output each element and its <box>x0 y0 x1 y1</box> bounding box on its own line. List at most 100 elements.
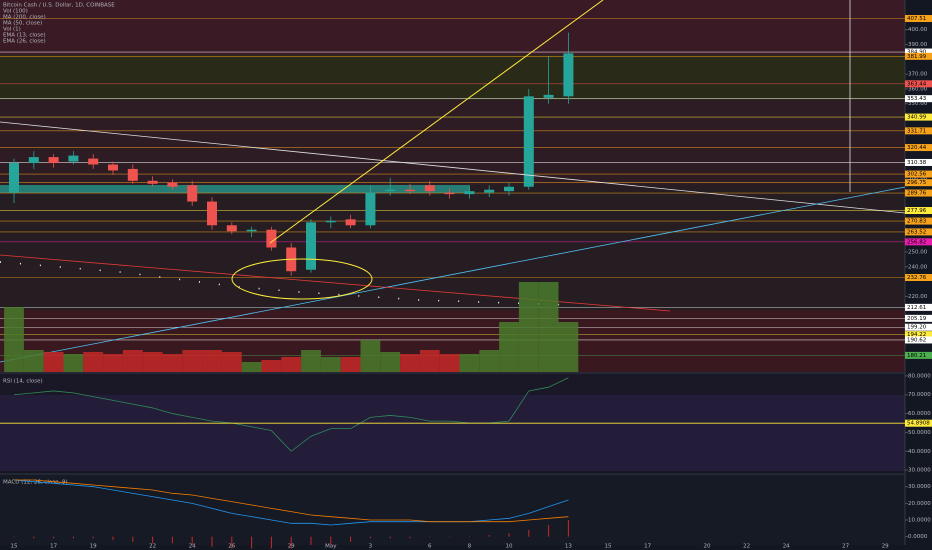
candle-body <box>88 158 99 165</box>
macd-histogram <box>132 536 134 542</box>
volume-bar <box>419 350 440 372</box>
price-tag-label: 190.62 <box>907 337 926 343</box>
y-tick-label: 240.00 <box>908 264 928 270</box>
y-tick-label: 80.0000 <box>908 373 931 379</box>
volume-bar <box>281 357 302 372</box>
volume-bar <box>103 354 123 372</box>
price-tag <box>905 179 932 187</box>
y-tick-label: 60.0000 <box>908 411 931 417</box>
chart-title: Bitcoin Cash / U.S. Dollar, 1D, COINBASE <box>3 3 115 9</box>
candle-body <box>484 189 495 193</box>
macd-histogram <box>389 536 391 539</box>
candle-body <box>48 157 59 164</box>
price-tag <box>905 303 932 311</box>
y-tick-label: 370.00 <box>908 72 928 78</box>
macd-histogram <box>548 525 550 537</box>
price-tag-label: 381.99 <box>907 54 927 60</box>
volume-bar <box>380 352 401 372</box>
ma-dots <box>0 261 571 306</box>
price-tag <box>905 274 932 282</box>
candle-body <box>405 189 415 192</box>
macd-histogram <box>488 535 490 537</box>
price-tag-label: 199.20 <box>907 325 927 331</box>
price-tag <box>905 238 932 246</box>
volume-bar <box>4 307 24 372</box>
macd-histogram <box>191 536 193 545</box>
candle-body <box>424 185 435 192</box>
volume-bar <box>202 350 222 372</box>
x-tick-label: 24 <box>189 544 196 550</box>
price-tag <box>905 189 932 197</box>
volume-bar <box>538 282 559 372</box>
legend: Vol (1) <box>3 27 21 33</box>
price-tag <box>905 95 932 103</box>
volume-bar <box>320 357 341 372</box>
price-tag <box>905 113 932 121</box>
candle-body <box>167 182 178 187</box>
y-tick-label: 250.00 <box>908 249 928 255</box>
volume-bar <box>340 357 361 372</box>
candle-body <box>385 189 396 192</box>
price-tag-label: 180.21 <box>907 353 926 359</box>
price-tag <box>905 336 932 344</box>
macd-histogram <box>369 536 371 539</box>
legend: MA (200, close) <box>3 15 46 21</box>
volume-bar <box>360 340 381 372</box>
price-tag <box>905 217 932 225</box>
volume-bar <box>499 322 519 372</box>
volume-bar <box>479 350 500 372</box>
legend: Vol (100) <box>3 9 28 15</box>
volume-bar <box>558 322 579 372</box>
x-tick-label: 6 <box>428 544 432 550</box>
price-tag-label: 340.99 <box>907 115 927 121</box>
macd-histogram <box>429 536 431 538</box>
candle-body <box>108 164 118 171</box>
price-tag <box>905 207 932 215</box>
zone <box>0 185 905 310</box>
macd-histogram <box>409 536 411 539</box>
price-tag-label: 407.51 <box>907 16 926 22</box>
rsi-band <box>0 395 905 471</box>
volume-bar <box>439 354 460 372</box>
volume-bar <box>301 350 321 372</box>
macd-line <box>13 479 569 526</box>
rsi-title: RSI (14, close) <box>3 379 43 385</box>
price-tag <box>905 331 932 339</box>
x-tick-label: 8 <box>468 544 472 550</box>
x-tick-label: 27 <box>842 544 849 550</box>
x-tick-label: 22 <box>743 544 750 550</box>
volume-bar <box>43 352 64 372</box>
price-tag-label: 270.83 <box>907 219 927 225</box>
y-tick-label: 0.0000 <box>908 534 928 540</box>
macd-histogram <box>330 536 332 545</box>
macd-histogram <box>92 536 94 539</box>
price-tag <box>905 228 932 236</box>
macd-histogram <box>251 536 253 549</box>
macd-title: MACD (12, 26, close, 9) <box>3 480 68 486</box>
macd-histogram <box>13 536 15 538</box>
macd-histogram <box>449 536 451 538</box>
candle-body <box>127 168 138 181</box>
y-tick-label: 30.0000 <box>908 468 931 474</box>
price-tag-label: 296.75 <box>907 180 927 186</box>
candle-body <box>325 220 336 223</box>
x-tick-label: 29 <box>882 544 889 550</box>
price-tag <box>905 48 932 56</box>
candle-body <box>147 180 158 184</box>
price-tag <box>905 351 932 359</box>
macd-histogram <box>112 536 114 540</box>
price-tag <box>905 314 932 322</box>
price-tag-label: 353.43 <box>907 96 927 102</box>
candle-body <box>226 225 237 232</box>
candle-body <box>365 192 376 226</box>
x-tick-label: 20 <box>704 544 711 550</box>
y-tick-label: 70.0000 <box>908 392 931 398</box>
x-tick-label: 17 <box>644 544 651 550</box>
trend-line <box>269 0 604 244</box>
price-tag <box>905 144 932 152</box>
y-tick-label: 30.0000 <box>908 484 931 490</box>
x-tick-label: 3 <box>369 544 373 550</box>
price-tag <box>905 52 932 60</box>
y-tick-label: 350.00 <box>908 101 928 107</box>
